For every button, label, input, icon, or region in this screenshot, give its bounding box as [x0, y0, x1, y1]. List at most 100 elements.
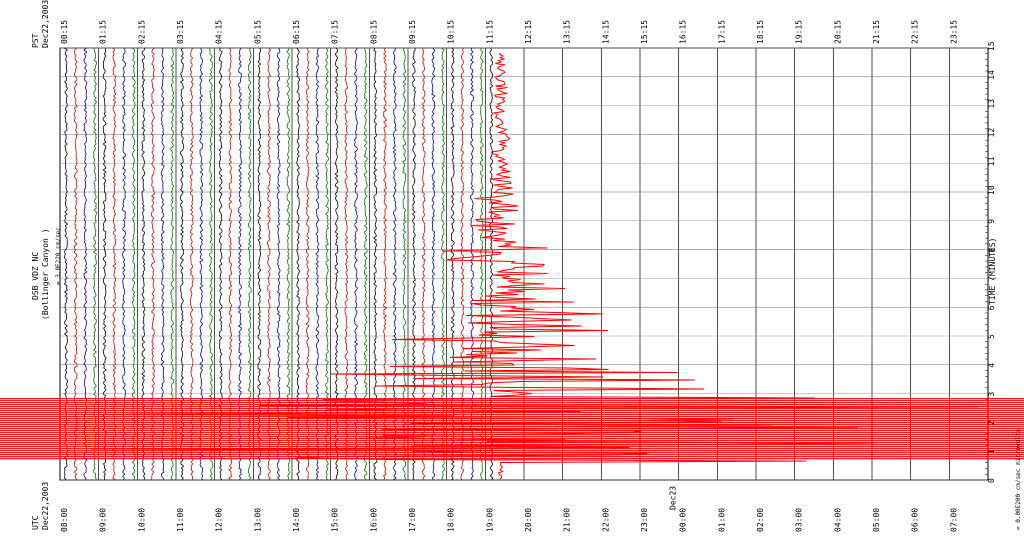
- minute-label: 12: [987, 128, 996, 138]
- bottom-day: Dec23: [669, 486, 678, 510]
- bottom-label: 20:00: [524, 508, 533, 532]
- bottom-label: 10:00: [137, 508, 146, 532]
- top-label: 14:15: [601, 20, 610, 44]
- top-label: 09:15: [408, 20, 417, 44]
- station-name: DSB VDZ NC: [31, 252, 40, 300]
- minute-label: 13: [987, 99, 996, 109]
- labels: PST Dec22,2003 UTC Dec22,2003 DSB VDZ NC…: [31, 0, 1022, 532]
- event-band: [0, 400, 1024, 402]
- event-trace: [0, 52, 1024, 480]
- top-label: 02:15: [137, 20, 146, 44]
- event-band: [0, 412, 1024, 414]
- bottom-label: 13:00: [253, 508, 262, 532]
- event-band: [0, 422, 1024, 424]
- top-label: 04:15: [215, 20, 224, 44]
- bottom-label: 05:00: [872, 508, 881, 532]
- top-label: 07:15: [331, 20, 340, 44]
- bottom-label: 21:00: [563, 508, 572, 532]
- top-label: 13:15: [563, 20, 572, 44]
- minute-label: 14: [987, 70, 996, 80]
- event-band: [0, 458, 1024, 460]
- top-label: 08:15: [369, 20, 378, 44]
- top-label: 17:15: [717, 20, 726, 44]
- event-band: [0, 454, 1024, 456]
- minute-label: 4: [987, 363, 996, 368]
- event-band: [0, 444, 1024, 446]
- event-band: [0, 428, 1024, 430]
- top-label: 00:15: [60, 20, 69, 44]
- top-label: 21:15: [872, 20, 881, 44]
- event-band: [0, 442, 1024, 444]
- event-band: [0, 398, 1024, 400]
- utc-label: UTC: [31, 515, 40, 530]
- station-site: (Bollinger Canyon ): [41, 228, 50, 320]
- minute-label: 9: [987, 219, 996, 224]
- station-scale: = 3.0E220 cm/sec: [55, 227, 62, 285]
- event-band: [0, 402, 1024, 404]
- event-band: [0, 436, 1024, 438]
- minute-label: 6: [987, 305, 996, 310]
- top-label: 06:15: [292, 20, 301, 44]
- event-band: [0, 434, 1024, 436]
- event-band: [0, 446, 1024, 448]
- event-band: [0, 406, 1024, 408]
- minute-label: 11: [987, 156, 996, 166]
- event-band: [0, 424, 1024, 426]
- top-label: 18:15: [756, 20, 765, 44]
- footnote: = 0.00E200 cm/sec microvolts: [1015, 428, 1022, 530]
- top-label: 22:15: [911, 20, 920, 44]
- event-band: [0, 448, 1024, 450]
- minute-label: 3: [987, 392, 996, 397]
- pst-date: Dec22,2003: [41, 0, 50, 48]
- bottom-label: 03:00: [795, 508, 804, 532]
- utc-date: Dec22,2003: [41, 482, 50, 530]
- event-band: [0, 418, 1024, 420]
- bottom-label: 02:00: [756, 508, 765, 532]
- bottom-label: 14:00: [292, 508, 301, 532]
- bottom-label: 19:00: [485, 508, 494, 532]
- event-band: [0, 416, 1024, 418]
- event-band: [0, 414, 1024, 416]
- bottom-label: 04:00: [833, 508, 842, 532]
- top-label: 11:15: [485, 20, 494, 44]
- bottom-label: 07:00: [949, 508, 958, 532]
- bottom-label: 22:00: [601, 508, 610, 532]
- minute-label: 2: [987, 420, 996, 425]
- event-band: [0, 430, 1024, 432]
- event-band: [0, 404, 1024, 406]
- top-label: 16:15: [679, 20, 688, 44]
- top-label: 01:15: [99, 20, 108, 44]
- minute-label: 15: [987, 41, 996, 51]
- bottom-label: 06:00: [911, 508, 920, 532]
- bottom-label: 18:00: [447, 508, 456, 532]
- event-band: [0, 456, 1024, 458]
- bottom-label: 00:00: [679, 508, 688, 532]
- top-label: 23:15: [949, 20, 958, 44]
- bottom-label: 12:00: [215, 508, 224, 532]
- top-label: 03:15: [176, 20, 185, 44]
- bottom-label: 15:00: [331, 508, 340, 532]
- pst-label: PST: [31, 33, 40, 48]
- top-label: 10:15: [447, 20, 456, 44]
- event-band: [0, 408, 1024, 410]
- minute-label: 5: [987, 334, 996, 339]
- bottom-label: 17:00: [408, 508, 417, 532]
- event-band: [0, 438, 1024, 440]
- minute-label: 1: [987, 449, 996, 454]
- bottom-label: 11:00: [176, 508, 185, 532]
- minute-label: 8: [987, 248, 996, 253]
- event-band: [0, 410, 1024, 412]
- top-label: 15:15: [640, 20, 649, 44]
- bottom-label: 01:00: [717, 508, 726, 532]
- bottom-label: 16:00: [369, 508, 378, 532]
- event-band: [0, 420, 1024, 422]
- event-band: [0, 450, 1024, 452]
- minute-label: 10: [987, 185, 996, 195]
- minute-axis-title: TIME (MINUTES): [988, 238, 997, 305]
- event-band: [0, 432, 1024, 434]
- minute-label: 0: [987, 478, 996, 483]
- event-band: [0, 452, 1024, 454]
- top-label: 05:15: [253, 20, 262, 44]
- bottom-label: 09:00: [99, 508, 108, 532]
